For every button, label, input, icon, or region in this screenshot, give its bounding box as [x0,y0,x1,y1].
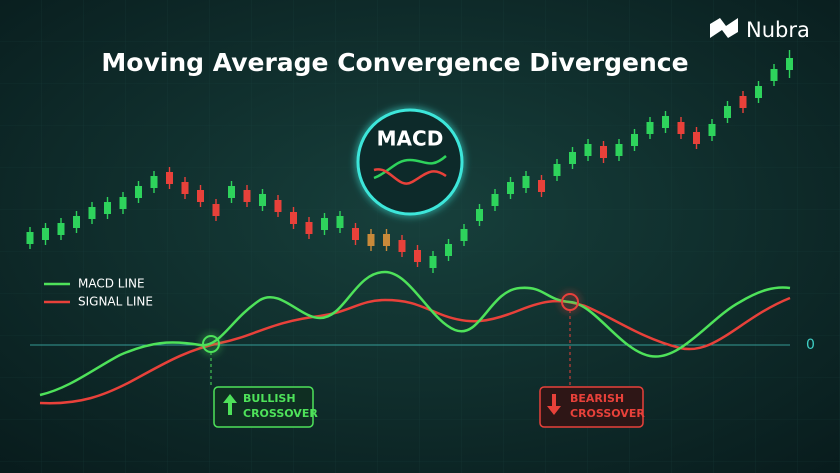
badge-label: MACD [377,127,444,151]
signal-line [39,296,791,405]
candlesticks [26,50,793,273]
annotation-text: CROSSOVER [243,407,318,420]
brand-logo [710,18,738,38]
annotation-text: CROSSOVER [570,407,645,420]
legend-label: MACD LINE [78,277,145,291]
title: Moving Average Convergence Divergence [101,48,688,77]
bearish-box [539,386,644,428]
annotation-text: BULLISH [243,392,296,405]
annotation-text: BEARISH [570,392,624,405]
bullish-box [213,386,314,428]
macd-line [39,270,791,397]
zero-label: 0 [806,337,815,353]
legend-label: SIGNAL LINE [78,295,153,309]
brand-name: Nubra [746,18,810,42]
macd-badge [356,108,464,216]
